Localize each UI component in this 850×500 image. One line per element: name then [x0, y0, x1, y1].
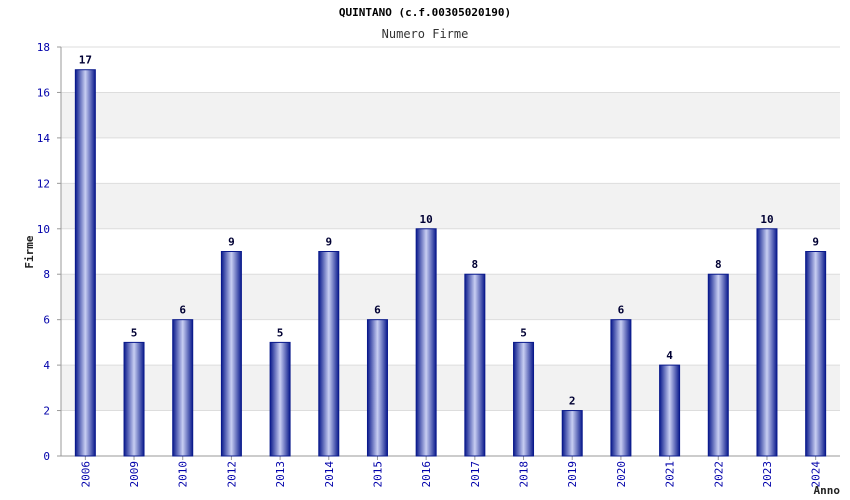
bar	[659, 364, 681, 457]
y-axis-label: Firme	[23, 235, 36, 268]
value-label: 5	[131, 326, 138, 339]
y-tick-label: 4	[43, 359, 50, 372]
value-label: 5	[520, 326, 527, 339]
value-label: 6	[618, 304, 625, 317]
x-tick-label: 2021	[664, 461, 677, 488]
bars	[74, 69, 827, 457]
x-tick-label: 2006	[79, 461, 92, 488]
x-tick-label: 2016	[420, 461, 433, 488]
bar	[220, 251, 242, 457]
x-tick-label: 2014	[323, 461, 336, 488]
bar	[805, 251, 827, 457]
bar	[318, 251, 340, 457]
x-tick-label: 2010	[177, 461, 190, 488]
x-tick-label: 2024	[810, 461, 823, 488]
x-tick-label: 2022	[712, 461, 725, 488]
x-tick-label: 2023	[761, 461, 774, 488]
y-tick-label: 8	[43, 268, 50, 281]
chart-title: QUINTANO (c.f.00305020190)	[339, 6, 511, 19]
y-tick-label: 0	[43, 450, 50, 463]
x-tick-label: 2018	[518, 461, 531, 488]
value-labels: 17 5 6 9 5 9 6 10 8 5 2 6 4 8 10 9	[79, 54, 819, 408]
value-label: 17	[79, 54, 92, 67]
x-tick-label: 2020	[615, 461, 628, 488]
y-tick-label: 16	[37, 86, 50, 99]
value-label: 10	[760, 213, 773, 226]
bar	[366, 319, 388, 457]
x-axis-label: Anno	[814, 484, 841, 497]
y-tick-label: 10	[37, 223, 50, 236]
bar	[561, 410, 583, 457]
value-label: 2	[569, 395, 576, 408]
grid-band	[61, 183, 840, 229]
bar	[415, 228, 437, 457]
chart-subtitle: Numero Firme	[382, 27, 469, 41]
value-label: 9	[812, 236, 819, 249]
x-tick-label: 2015	[371, 461, 384, 488]
value-label: 4	[666, 349, 673, 362]
y-tick-label: 6	[43, 314, 50, 327]
bar	[707, 273, 729, 457]
x-tick-labels: 2006 2009 2010 2012 2013 2014 2015 2016 2017 2018…	[79, 461, 822, 488]
value-label: 8	[472, 258, 479, 271]
value-label: 8	[715, 258, 722, 271]
bar	[513, 341, 535, 457]
y-tick-label: 18	[37, 41, 50, 54]
value-label: 6	[374, 304, 381, 317]
y-tick-labels: 0 2 4 6 8 10 12 14 16 18	[37, 41, 51, 463]
bar	[123, 341, 145, 457]
value-label: 9	[228, 236, 235, 249]
x-tick-label: 2013	[274, 461, 287, 488]
value-label: 5	[277, 326, 284, 339]
bar	[756, 228, 778, 457]
x-tick-label: 2019	[566, 461, 579, 488]
value-label: 6	[179, 304, 186, 317]
bar	[269, 341, 291, 457]
value-label: 9	[325, 236, 332, 249]
x-tick-label: 2017	[469, 461, 482, 488]
y-tick-label: 2	[43, 405, 50, 418]
x-tick-label: 2009	[128, 461, 141, 488]
bar	[464, 273, 486, 457]
grid-band	[61, 92, 840, 138]
bar	[172, 319, 194, 457]
y-tick-label: 12	[37, 177, 50, 190]
y-tick-label: 14	[37, 132, 51, 145]
bar	[610, 319, 632, 457]
x-tick-label: 2012	[225, 461, 238, 488]
value-label: 10	[420, 213, 433, 226]
bar	[74, 69, 96, 457]
